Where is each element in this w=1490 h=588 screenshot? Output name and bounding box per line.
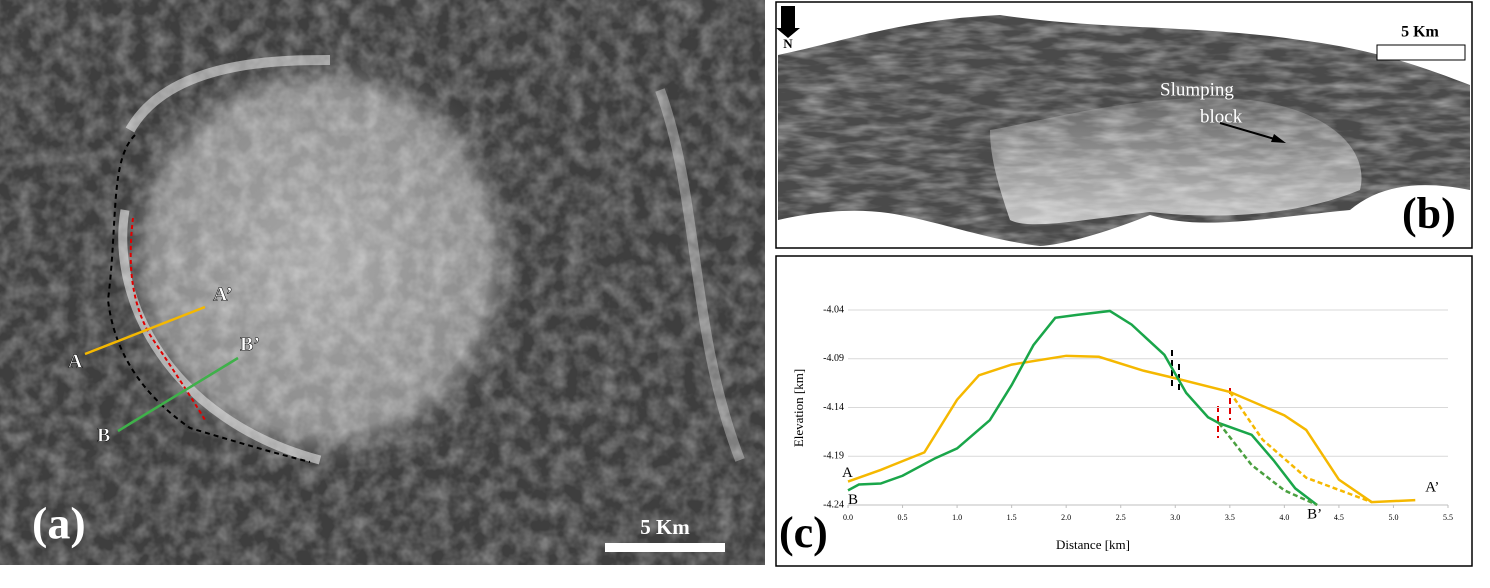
profile-label: B’ [240,334,260,356]
scale-bar [1376,44,1466,61]
y-tick-label: -4.19 [823,451,844,462]
x-tick-label: 5.0 [1388,513,1398,522]
arrow-head [1271,134,1286,143]
panel-frame [775,255,1473,567]
x-tick-label: 5.5 [1443,513,1453,522]
texture [778,15,1470,246]
y-tick-label: -4.04 [823,304,844,315]
x-tick-label: 3.0 [1170,513,1180,522]
y-tick-label: -4.14 [823,402,844,413]
profile-a [84,305,206,356]
x-tick-label: 4.5 [1334,513,1344,522]
x-tick-label: 0.5 [898,513,908,522]
series-line [847,354,1416,504]
series-line [847,309,1318,506]
inner-scarp [129,217,206,421]
profile-b [117,356,239,433]
panel-b: N 5 Km Slumping block (b) [775,1,1473,249]
series-line [1228,391,1373,504]
x-tick-label: 3.5 [1225,513,1235,522]
annotation-arrow [1219,122,1279,141]
panel-a: A A’ B B’ (a) 5 Km [0,0,765,565]
x-tick-label: 1.0 [952,513,962,522]
scale-label: 5 Km [1401,24,1439,41]
profile-label: A [68,351,83,373]
profile-label: B’ [1307,506,1322,522]
profile-label: A [842,465,853,481]
north-arrow [776,6,800,38]
x-tick-label: 0.0 [843,513,853,522]
scale-label: 5 Km [640,515,690,539]
panel-c: (c) Distance [km] Elevation [km] -4.04 -4… [775,255,1473,567]
profile-label: A’ [213,284,233,306]
profile-label: B [97,425,110,447]
texture [0,0,765,565]
y-tick-label: -4.24 [823,499,844,510]
x-tick-label: 2.5 [1116,513,1126,522]
annotation: Slumping [1160,79,1234,100]
x-tick-label: 1.5 [1007,513,1017,522]
north-label: N [783,36,793,51]
panel-label: (c) [779,508,828,557]
scale-bar [605,543,725,552]
x-axis-title: Distance [km] [1056,537,1130,552]
y-axis-title: Elevation [km] [791,369,806,447]
x-tick-label: 2.0 [1061,513,1071,522]
profile-label: B [848,492,858,508]
x-tick-label: 4.0 [1279,513,1289,522]
annotation: block [1200,106,1243,127]
series-line [1217,422,1318,507]
panel-label: (a) [32,498,86,549]
profile-label: A’ [1425,480,1439,496]
panel-label: (b) [1402,189,1456,238]
y-tick-label: -4.09 [823,353,844,364]
